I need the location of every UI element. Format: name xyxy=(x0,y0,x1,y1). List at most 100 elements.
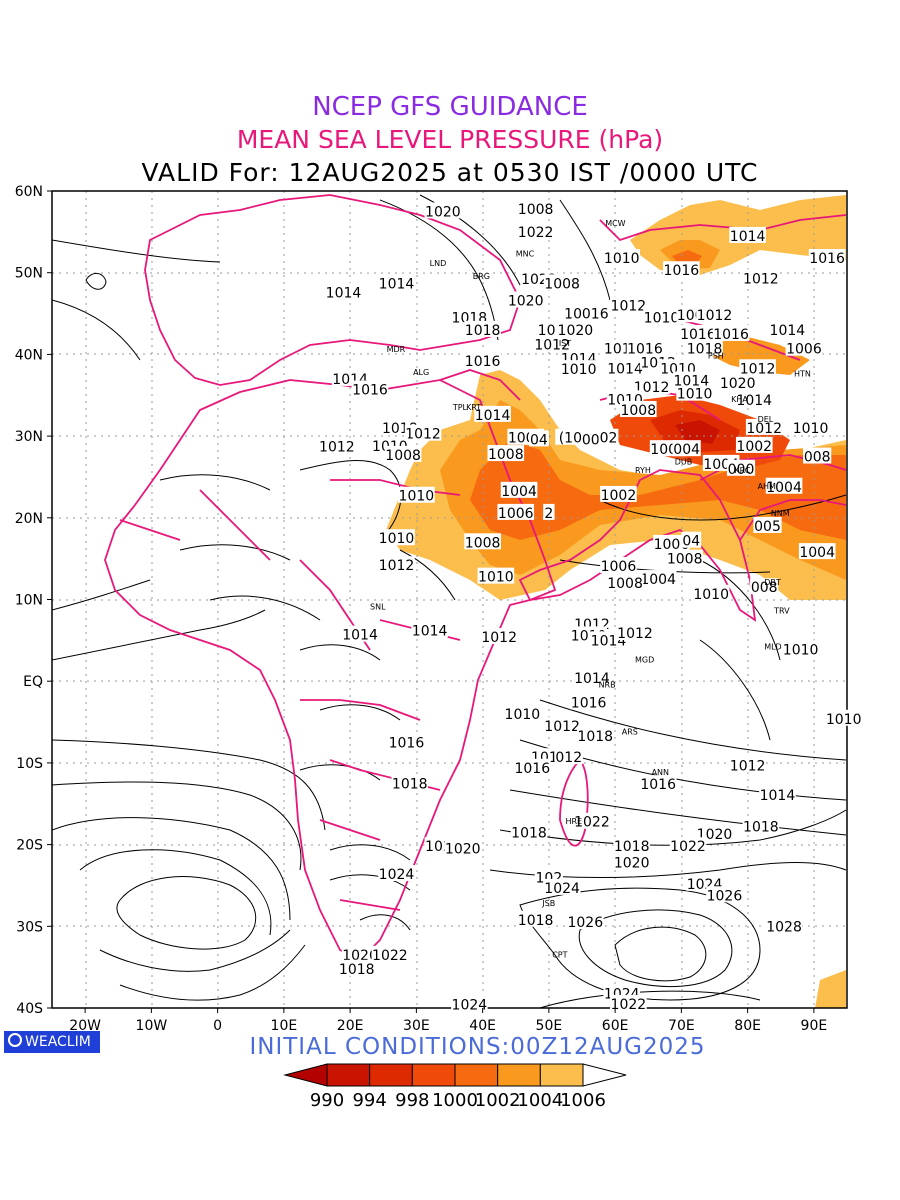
lon-label: 90E xyxy=(801,1018,828,1034)
isobar-label-bg xyxy=(666,549,703,566)
isobar-label: 1014 xyxy=(607,361,643,377)
isobar-labels: 1020 100810221010101610141016102210141014… xyxy=(318,199,862,1014)
station-label: DEL xyxy=(758,415,774,424)
lat-label: 10N xyxy=(15,593,43,609)
isobar-label-bg xyxy=(514,758,551,775)
logo-text: WEACLIM xyxy=(25,1034,91,1050)
isobar-label: 1016 xyxy=(809,251,845,267)
isobar-label: 1010 xyxy=(478,570,514,586)
isobar-label: 1010 xyxy=(644,311,680,327)
isobar-label: 1018 xyxy=(518,913,554,929)
station-label: MCW xyxy=(605,219,625,228)
station-label: PSH xyxy=(708,351,724,360)
isobar-label-bg xyxy=(464,351,501,368)
isobar-label-bg xyxy=(318,437,356,454)
isobar-label: 005 xyxy=(754,519,781,535)
isobar-label-bg xyxy=(444,839,482,856)
isobar-label-bg xyxy=(603,248,641,265)
isobar-label: 1018 xyxy=(614,839,650,855)
lat-label: 20N xyxy=(15,511,43,527)
lon-label: 20W xyxy=(69,1018,101,1034)
station-label: ALG xyxy=(413,368,429,377)
isobar-label: 1010 xyxy=(826,712,862,728)
isobar-label: 1022 xyxy=(670,839,706,855)
isobar-label: 1016 xyxy=(389,735,425,751)
colorbar-low-arrow xyxy=(283,1063,328,1087)
isobar-label-bg xyxy=(735,436,773,453)
isobar-label-bg xyxy=(517,222,554,239)
isobar-label: 02 xyxy=(600,431,618,447)
isobar-label-bg xyxy=(610,994,647,1011)
isobar-label-bg xyxy=(464,320,501,337)
colorbar-label: 1000 xyxy=(432,1090,478,1111)
isobar-label: 1028 xyxy=(766,919,802,935)
station-label: RYH xyxy=(635,466,651,475)
isobar-label-bg xyxy=(500,481,538,498)
station-label: ANN xyxy=(652,768,669,777)
isobar-label-bg xyxy=(686,339,723,356)
isobar-label-bg xyxy=(507,291,544,308)
isobar-label-bg xyxy=(613,837,650,854)
station-label: MLD xyxy=(764,642,782,651)
isobar-label-bg xyxy=(497,503,535,520)
isobar-label-bg xyxy=(620,400,657,417)
isobar-label: 1010 xyxy=(677,387,713,403)
isobar-label-bg xyxy=(676,384,713,401)
isobar-label-bg xyxy=(325,283,362,300)
isobar-label-bg xyxy=(378,274,415,291)
lon-label: 10W xyxy=(136,1018,168,1034)
isobar-label: 1020 xyxy=(614,856,650,872)
colorbar-segment xyxy=(454,1063,499,1087)
isobar-label: 1008 xyxy=(518,202,554,218)
isobar-label: 1008 xyxy=(385,448,421,464)
isobar-label-bg xyxy=(742,269,780,286)
isobar-label-bg xyxy=(378,529,415,546)
isobar-label: 1012 xyxy=(405,427,441,443)
isobar-label-bg xyxy=(504,704,541,721)
lon-label: 60E xyxy=(602,1018,629,1034)
isobar-label-bg xyxy=(633,378,670,395)
shade-1006-sw xyxy=(815,970,846,1008)
isobar-label: 1010 xyxy=(783,642,819,658)
isobar-label-bg xyxy=(792,418,829,435)
colorbar-label: 1006 xyxy=(560,1090,606,1111)
isobar-label-bg xyxy=(351,380,389,397)
isobar-label-bg xyxy=(451,308,488,325)
station-label: DUB xyxy=(675,458,693,467)
station-label: KRT xyxy=(466,403,481,412)
lon-label: 20E xyxy=(337,1018,364,1034)
station-label: DBT xyxy=(764,578,781,587)
isobar-label: 1014 xyxy=(770,323,806,339)
station-label: MGD xyxy=(635,655,654,664)
lat-label: 40N xyxy=(15,347,43,363)
colorbar-segment xyxy=(326,1063,371,1087)
station-label: HRE xyxy=(565,817,582,826)
isobar-label: 1018 xyxy=(339,962,375,978)
isobar-label-bg xyxy=(391,774,429,791)
station-label: HTN xyxy=(794,369,811,378)
isobar-label-bg xyxy=(673,371,710,388)
station-label: LND xyxy=(430,259,447,268)
isobar-label-bg xyxy=(696,824,733,841)
isobar-label: 1006 xyxy=(786,342,822,358)
isobar-label: 1020 xyxy=(508,293,544,309)
chart-subtitle: MEAN SEA LEVEL PRESSURE (hPa) xyxy=(236,125,664,154)
isobar-label: 1012 xyxy=(544,719,580,735)
lat-label: 60N xyxy=(15,184,43,200)
isobar-label: 1026 xyxy=(707,888,743,904)
isobar-label-bg xyxy=(600,557,637,574)
isobar-label-bg xyxy=(735,391,773,408)
isobar-label-bg xyxy=(404,424,442,441)
isobar-label-bg xyxy=(729,756,766,773)
isobar-label-bg xyxy=(606,574,644,591)
station-label: MNC xyxy=(516,249,535,258)
isobar-label: 1012 xyxy=(611,298,647,314)
isobar-label: 1022 xyxy=(518,225,554,241)
isobar-label: 000 xyxy=(728,462,755,478)
isobar-label-bg xyxy=(543,717,581,734)
isobar-label-bg xyxy=(696,306,733,323)
lon-label: 0 xyxy=(213,1018,222,1034)
isobar-label-bg xyxy=(557,320,594,337)
isobar-label: 1010 xyxy=(693,587,729,603)
station-label: KRC xyxy=(734,466,750,475)
